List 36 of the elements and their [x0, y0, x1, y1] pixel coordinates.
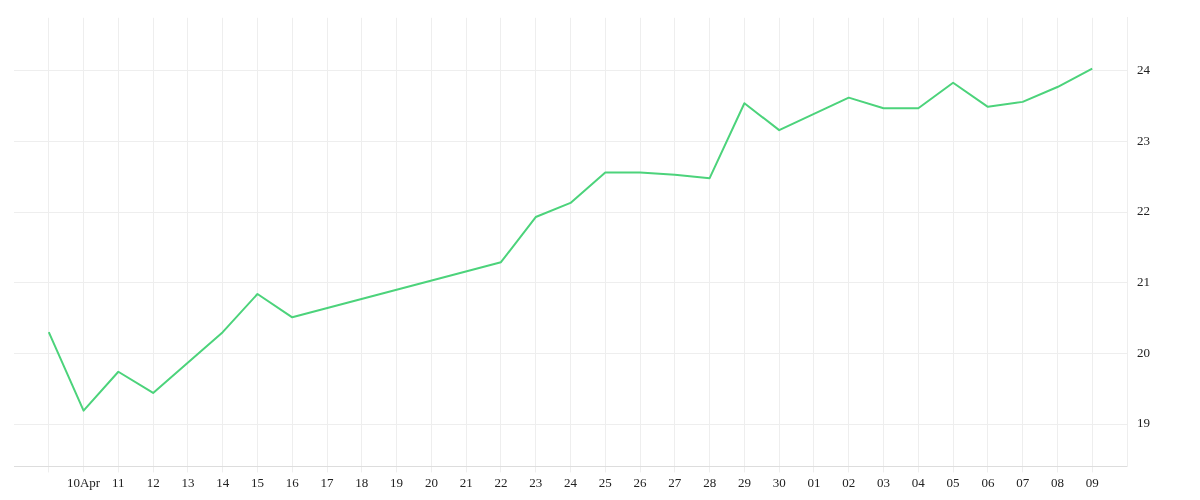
x-tick-label: 01	[807, 474, 821, 490]
x-tick-label: 10Apr	[66, 474, 101, 490]
x-tick-label: 21	[459, 474, 473, 490]
x-tick-label: 26	[633, 474, 648, 490]
x-tick-label: 04	[911, 474, 926, 490]
x-tick-label: 16	[285, 474, 300, 490]
y-tick-label: 20	[1137, 344, 1150, 360]
x-tick-label: 14	[216, 474, 230, 490]
x-tick-label: 30	[772, 474, 786, 490]
x-tick-label: 09	[1085, 474, 1099, 490]
x-tick-label: 11	[112, 474, 125, 490]
x-tick-label: 03	[877, 474, 891, 490]
x-tick-label: 18	[355, 474, 369, 490]
y-tick-label: 23	[1137, 132, 1150, 148]
x-tick-label: 25	[598, 474, 612, 490]
x-tick-label: 23	[529, 474, 543, 490]
x-tick-label: 02	[842, 474, 856, 490]
x-tick-label: 20	[424, 474, 438, 490]
y-tick-label: 21	[1137, 274, 1150, 290]
x-tick-label: 13	[181, 474, 195, 490]
x-tick-label: 28	[703, 474, 717, 490]
x-tick-label: 29	[737, 474, 751, 490]
x-tick-label: 06	[981, 474, 995, 490]
x-tick-label: 24	[564, 474, 578, 490]
y-tick-label: 24	[1137, 62, 1151, 78]
y-tick-label: 22	[1137, 203, 1150, 219]
x-tick-label: 19	[390, 474, 404, 490]
x-tick-label: 17	[320, 474, 335, 490]
x-tick-label: 12	[146, 474, 160, 490]
x-tick-label: 05	[946, 474, 960, 490]
x-tick-label: 22	[494, 474, 508, 490]
x-tick-label: 27	[668, 474, 682, 490]
x-tick-label: 15	[250, 474, 264, 490]
x-tick-label: 08	[1050, 474, 1064, 490]
x-tick-label: 07	[1016, 474, 1030, 490]
y-tick-label: 19	[1137, 415, 1150, 431]
